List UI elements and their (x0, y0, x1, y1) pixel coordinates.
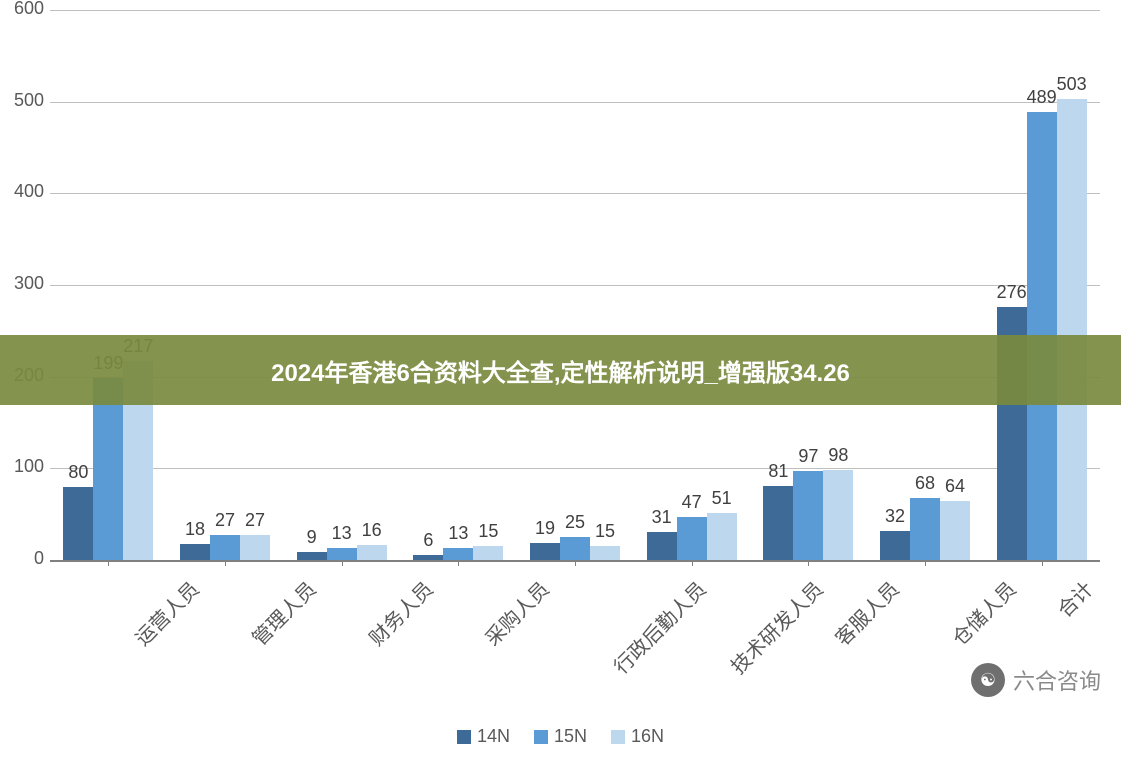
bar-value-label: 80 (68, 462, 88, 483)
x-category-label: 技术研发人员 (723, 574, 828, 679)
y-tick-label: 300 (2, 273, 44, 294)
legend-swatch (534, 730, 548, 744)
bar-value-label: 31 (652, 507, 672, 528)
bar (677, 517, 707, 560)
bar (413, 555, 443, 561)
legend-label: 16N (631, 726, 664, 747)
x-category-label: 合计 (1049, 574, 1098, 623)
bar-value-label: 51 (712, 488, 732, 509)
bar (210, 535, 240, 560)
legend-item: 16N (611, 726, 664, 747)
x-tick (225, 560, 226, 566)
bar-value-label: 32 (885, 506, 905, 527)
legend-label: 15N (554, 726, 587, 747)
gridline (50, 285, 1100, 286)
x-category-label: 仓储人员 (944, 574, 1021, 651)
bar (823, 470, 853, 560)
bar-value-label: 6 (423, 530, 433, 551)
gridline (50, 10, 1100, 11)
bar-value-label: 276 (997, 282, 1027, 303)
x-category-label: 客服人员 (828, 574, 905, 651)
bar-value-label: 13 (332, 523, 352, 544)
bar-value-label: 97 (798, 446, 818, 467)
legend-label: 14N (477, 726, 510, 747)
y-tick-label: 500 (2, 90, 44, 111)
bar (63, 487, 93, 560)
bar (327, 548, 357, 560)
bar (443, 548, 473, 560)
bar-value-label: 15 (595, 521, 615, 542)
bar (940, 501, 970, 560)
bar-value-label: 98 (828, 445, 848, 466)
bar (880, 531, 910, 560)
bar-value-label: 47 (682, 492, 702, 513)
bar-value-label: 64 (945, 476, 965, 497)
x-category-label: 行政后勤人员 (606, 574, 711, 679)
bar (473, 546, 503, 560)
x-tick (108, 560, 109, 566)
bar (180, 544, 210, 561)
x-tick (1042, 560, 1043, 566)
x-tick (342, 560, 343, 566)
bar (1057, 99, 1087, 560)
legend-item: 14N (457, 726, 510, 747)
chart-container: 010020030040050060080199217运营人员182727管理人… (0, 0, 1121, 757)
watermark-icon: ☯ (971, 663, 1005, 697)
x-tick (575, 560, 576, 566)
bar (357, 545, 387, 560)
bar (763, 486, 793, 560)
bar-value-label: 9 (307, 527, 317, 548)
x-category-label: 采购人员 (478, 574, 555, 651)
bar-value-label: 18 (185, 519, 205, 540)
watermark: ☯ 六合咨询 (971, 663, 1101, 697)
x-tick (808, 560, 809, 566)
bar-value-label: 13 (448, 523, 468, 544)
x-tick (925, 560, 926, 566)
bar (647, 532, 677, 560)
watermark-text: 六合咨询 (1013, 664, 1101, 696)
plot-area: 010020030040050060080199217运营人员182727管理人… (50, 10, 1100, 560)
gridline (50, 193, 1100, 194)
watermark-glyph: ☯ (980, 670, 996, 691)
bar (530, 543, 560, 560)
x-tick (692, 560, 693, 566)
bar-value-label: 15 (478, 521, 498, 542)
gridline (50, 102, 1100, 103)
bar (590, 546, 620, 560)
y-tick-label: 100 (2, 456, 44, 477)
bar (707, 513, 737, 560)
bar-value-label: 19 (535, 518, 555, 539)
legend-swatch (457, 730, 471, 744)
overlay-text: 2024年香港6合资料大全查,定性解析说明_增强版34.26 (271, 353, 850, 388)
bar (910, 498, 940, 560)
gridline (50, 468, 1100, 469)
bar-value-label: 68 (915, 473, 935, 494)
y-tick-label: 600 (2, 0, 44, 19)
legend: 14N 15N 16N (0, 726, 1121, 747)
overlay-banner: 2024年香港6合资料大全查,定性解析说明_增强版34.26 (0, 335, 1121, 405)
legend-item: 15N (534, 726, 587, 747)
bar-value-label: 27 (245, 510, 265, 531)
bar (560, 537, 590, 560)
bar-value-label: 16 (362, 520, 382, 541)
x-category-label: 管理人员 (244, 574, 321, 651)
legend-swatch (611, 730, 625, 744)
bar-value-label: 25 (565, 512, 585, 533)
bar-value-label: 27 (215, 510, 235, 531)
bar (240, 535, 270, 560)
x-category-label: 财务人员 (361, 574, 438, 651)
x-tick (458, 560, 459, 566)
bar (793, 471, 823, 560)
bar-value-label: 503 (1057, 74, 1087, 95)
bar (297, 552, 327, 560)
bar-value-label: 489 (1027, 87, 1057, 108)
y-tick-label: 0 (2, 548, 44, 569)
y-tick-label: 400 (2, 181, 44, 202)
bar-value-label: 81 (768, 461, 788, 482)
x-category-label: 运营人员 (128, 574, 205, 651)
